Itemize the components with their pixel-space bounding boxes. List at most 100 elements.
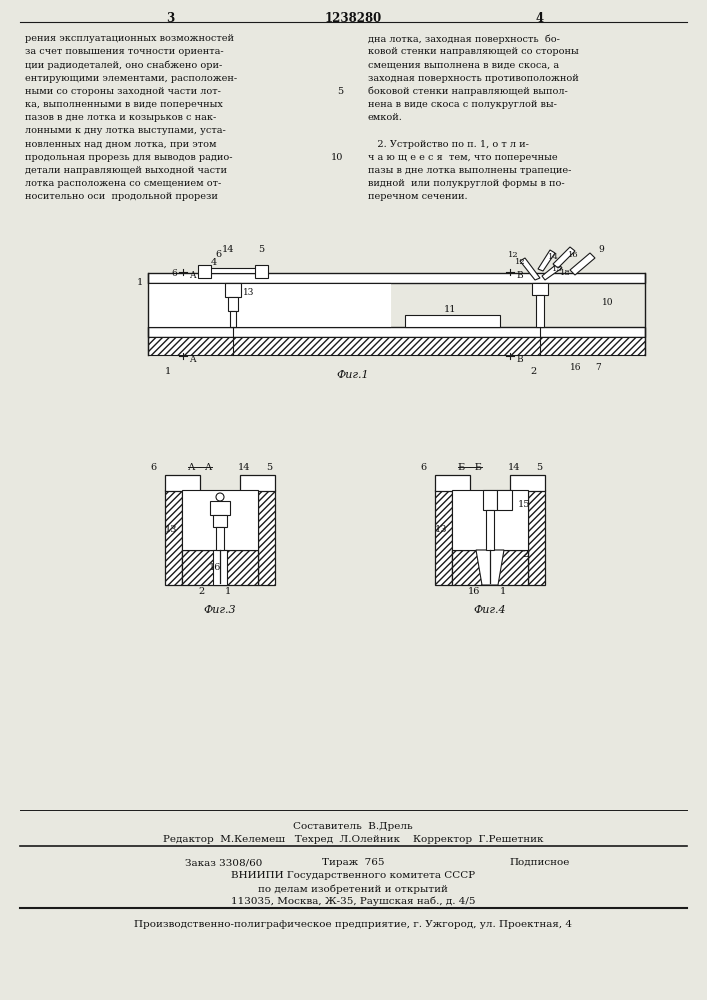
Text: A: A — [189, 271, 196, 280]
Bar — [148, 283, 390, 327]
Polygon shape — [538, 250, 555, 271]
Text: 11: 11 — [444, 305, 456, 314]
Bar — [452, 550, 528, 585]
Text: 1: 1 — [165, 367, 171, 376]
Text: Фиг.1: Фиг.1 — [337, 370, 369, 380]
Text: 10: 10 — [331, 153, 343, 162]
Text: ч а ю щ е е с я  тем, что поперечные: ч а ю щ е е с я тем, что поперечные — [368, 153, 558, 162]
Text: A: A — [189, 355, 196, 364]
Bar — [225, 283, 241, 297]
Polygon shape — [476, 550, 504, 585]
Text: 15: 15 — [518, 500, 530, 509]
Bar — [497, 490, 512, 510]
Bar — [230, 311, 236, 327]
Bar — [483, 490, 497, 510]
Bar — [435, 475, 470, 491]
Text: 1: 1 — [225, 587, 231, 596]
Text: 113035, Москва, Ж-35, Раушская наб., д. 4/5: 113035, Москва, Ж-35, Раушская наб., д. … — [230, 897, 475, 906]
Text: 12: 12 — [515, 258, 525, 266]
Text: 14: 14 — [508, 463, 520, 472]
Text: Подписное: Подписное — [510, 858, 570, 867]
Polygon shape — [542, 263, 562, 280]
Bar — [213, 515, 227, 527]
Bar — [165, 490, 182, 585]
Text: смещения выполнена в виде скоса, а: смещения выполнена в виде скоса, а — [368, 60, 559, 69]
Text: пазы в дне лотка выполнены трапецие-: пазы в дне лотка выполнены трапецие- — [368, 166, 571, 175]
Bar — [528, 490, 545, 585]
Text: 13: 13 — [552, 265, 563, 273]
Text: Составитель  В.Дрель: Составитель В.Дрель — [293, 822, 413, 831]
Text: лонными к дну лотка выступами, уста-: лонными к дну лотка выступами, уста- — [25, 126, 226, 135]
Text: Тираж  765: Тираж 765 — [322, 858, 384, 867]
Text: B: B — [516, 271, 522, 280]
Text: 12: 12 — [508, 251, 519, 259]
Text: 6: 6 — [420, 463, 426, 472]
Text: 1: 1 — [500, 587, 506, 596]
Text: 16: 16 — [468, 587, 480, 596]
Text: 9: 9 — [598, 245, 604, 254]
Text: Фиг.4: Фиг.4 — [474, 605, 506, 615]
Text: продольная прорезь для выводов радио-: продольная прорезь для выводов радио- — [25, 153, 233, 162]
Text: нена в виде скоса с полукруглой вы-: нена в виде скоса с полукруглой вы- — [368, 100, 557, 109]
Text: 5: 5 — [337, 87, 343, 96]
Text: Производственно-полиграфическое предприятие, г. Ужгород, ул. Проектная, 4: Производственно-полиграфическое предприя… — [134, 920, 572, 929]
Text: 1238280: 1238280 — [325, 12, 382, 25]
Text: ентирующими элементами, расположен-: ентирующими элементами, расположен- — [25, 74, 237, 83]
Bar — [148, 273, 645, 283]
Text: емкой.: емкой. — [368, 113, 403, 122]
Bar — [182, 550, 258, 585]
Bar — [198, 265, 211, 278]
Bar — [536, 295, 544, 327]
Text: ции радиодеталей, оно снабжено ори-: ции радиодеталей, оно снабжено ори- — [25, 60, 222, 70]
Text: 3: 3 — [166, 12, 174, 25]
Bar — [532, 283, 548, 295]
Bar — [435, 490, 452, 585]
Text: Редактор  М.Келемеш   Техред  Л.Олейник    Корректор  Г.Решетник: Редактор М.Келемеш Техред Л.Олейник Корр… — [163, 835, 543, 844]
Bar — [148, 327, 645, 337]
Text: 5: 5 — [258, 245, 264, 254]
Text: 14: 14 — [548, 253, 559, 261]
Text: 5: 5 — [536, 463, 542, 472]
Text: 16: 16 — [568, 251, 578, 259]
Polygon shape — [520, 258, 540, 280]
Text: А - А: А - А — [188, 463, 212, 472]
Text: 14: 14 — [238, 463, 250, 472]
Text: лотка расположена со смещением от-: лотка расположена со смещением от- — [25, 179, 221, 188]
Text: 6: 6 — [215, 250, 221, 259]
Text: за счет повышения точности ориента-: за счет повышения точности ориента- — [25, 47, 223, 56]
Bar — [452, 490, 528, 550]
Bar — [228, 297, 238, 311]
Text: носительно оси  продольной прорези: носительно оси продольной прорези — [25, 192, 218, 201]
Bar — [405, 315, 500, 327]
Text: B: B — [516, 355, 522, 364]
Text: пазов в дне лотка и козырьков с нак-: пазов в дне лотка и козырьков с нак- — [25, 113, 216, 122]
Text: Б - Б: Б - Б — [458, 463, 482, 472]
Bar — [148, 337, 645, 355]
Text: 10: 10 — [602, 298, 614, 307]
Text: по делам изобретений и открытий: по делам изобретений и открытий — [258, 884, 448, 894]
Text: 14: 14 — [222, 245, 234, 254]
Text: дна лотка, заходная поверхность  бо-: дна лотка, заходная поверхность бо- — [368, 34, 560, 43]
Text: 16: 16 — [570, 363, 581, 372]
Text: Заказ 3308/60: Заказ 3308/60 — [185, 858, 262, 867]
Text: 4: 4 — [211, 258, 217, 267]
Polygon shape — [570, 253, 595, 275]
Text: 6: 6 — [171, 269, 177, 278]
Text: ВНИИПИ Государственного комитета СССР: ВНИИПИ Государственного комитета СССР — [231, 871, 475, 880]
Bar — [510, 475, 545, 491]
Text: ными со стороны заходной части лот-: ными со стороны заходной части лот- — [25, 87, 221, 96]
Text: 2: 2 — [522, 550, 528, 559]
Text: рения эксплуатационных возможностей: рения эксплуатационных возможностей — [25, 34, 234, 43]
Bar — [216, 527, 224, 550]
Bar — [486, 510, 494, 550]
Text: 4: 4 — [536, 12, 544, 25]
Bar — [203, 268, 263, 273]
Bar — [240, 475, 275, 491]
Text: 16: 16 — [209, 563, 221, 572]
Bar — [258, 490, 275, 585]
Text: 2: 2 — [198, 587, 204, 596]
Text: новленных над дном лотка, при этом: новленных над дном лотка, при этом — [25, 140, 216, 149]
Text: 6: 6 — [150, 463, 156, 472]
Text: перечном сечении.: перечном сечении. — [368, 192, 467, 201]
Text: ка, выполненными в виде поперечных: ка, выполненными в виде поперечных — [25, 100, 223, 109]
